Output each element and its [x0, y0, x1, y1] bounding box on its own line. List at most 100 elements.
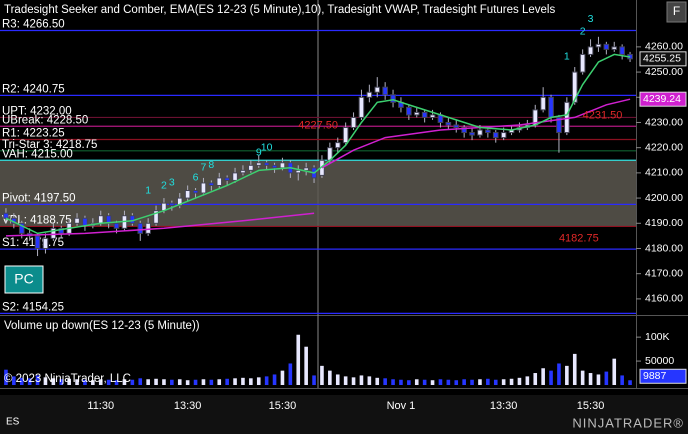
candle-body: [34, 235, 41, 249]
volume-bar: [272, 374, 277, 385]
f-button-box[interactable]: [666, 1, 687, 23]
volume-bar: [288, 363, 293, 385]
level-label: S1: 4179.75: [2, 237, 64, 249]
f-button-label[interactable]: F: [673, 4, 680, 18]
volume-bar: [335, 374, 340, 385]
volume-bar: [122, 379, 127, 385]
candle-body: [595, 43, 602, 48]
signal-count: 8: [208, 159, 214, 171]
candle-body: [485, 129, 491, 134]
volume-bar: [454, 380, 459, 385]
volume-bar: [462, 379, 466, 385]
volume-bar: [557, 363, 561, 385]
candle-body: [279, 162, 286, 169]
signal-count: 9: [256, 146, 262, 158]
volume-bar: [628, 380, 632, 385]
volume-bar: [533, 373, 538, 385]
level-label: R3: 4266.50: [2, 19, 65, 31]
volume-bar: [430, 380, 435, 385]
volume-bar: [217, 379, 222, 385]
candle-body: [137, 222, 144, 234]
y-tick-label: 4160.00: [645, 293, 683, 305]
volume-bar: [391, 379, 395, 385]
level-label: R2: 4240.75: [2, 83, 65, 95]
level-label: Tri-Star 3: 4218.75: [2, 139, 97, 151]
volume-bar: [604, 371, 609, 385]
signal-count: 2: [580, 26, 586, 38]
last-volume-box: [639, 368, 687, 384]
candle-body: [445, 121, 452, 126]
candle-body: [303, 167, 309, 171]
last-volume: 9887: [643, 370, 667, 382]
volume-bar: [225, 378, 229, 385]
volume-bar: [249, 378, 253, 385]
candle-body: [342, 127, 349, 144]
volume-bar: [146, 379, 150, 385]
candle-body: [477, 129, 483, 136]
f-button[interactable]: F: [666, 1, 687, 23]
volume-bar: [91, 380, 95, 385]
candle-body: [153, 210, 159, 224]
level-label: UBreak: 4228.50: [2, 114, 88, 126]
volume-bar: [67, 378, 71, 385]
volume-bar: [493, 379, 498, 385]
price-label: 4182.75: [559, 232, 599, 244]
vwap-value-box: [639, 91, 687, 107]
level-label: UPT: 4232.00: [2, 105, 72, 117]
volume-bar: [549, 370, 553, 385]
volume-bar: [185, 380, 190, 385]
candle-body: [176, 197, 183, 207]
y-tick-label: 4170.00: [645, 267, 683, 279]
volume-bar: [233, 378, 237, 385]
y-tick-label: 4200.00: [645, 192, 683, 204]
volume-bar: [27, 378, 32, 385]
volume-bar: [422, 379, 427, 385]
y-tick-label: 4230.00: [645, 116, 683, 128]
volume-bar: [241, 377, 245, 385]
volume-bar: [154, 378, 158, 385]
footer-bar: [0, 395, 688, 434]
candle-body: [564, 101, 570, 134]
y-tick-label: 4220.00: [645, 141, 683, 153]
volume-bar: [407, 380, 411, 385]
candle-body: [50, 227, 57, 239]
candle-body: [232, 172, 238, 181]
y-tick-label: 4260.00: [645, 41, 683, 53]
volume-bar: [486, 378, 490, 385]
candle-body: [453, 124, 460, 129]
candle-body: [74, 217, 80, 224]
candle-body: [619, 46, 625, 55]
volume-bar: [509, 378, 514, 385]
candle-body: [3, 212, 9, 219]
volume-bar: [83, 379, 87, 385]
candle-body: [421, 111, 428, 118]
price-label: 4227.50: [298, 120, 338, 132]
level-label: R1: 4223.25: [2, 128, 65, 140]
candle-body: [255, 162, 262, 166]
candle-body: [540, 96, 546, 111]
volume-bar: [4, 369, 8, 385]
candle-body: [382, 86, 388, 96]
volume-bar: [359, 375, 364, 385]
volume-bar: [612, 358, 617, 385]
volume-bar: [201, 379, 206, 385]
y-tick-label: 4190.00: [645, 217, 683, 229]
x-tick-label: 13:30: [174, 400, 202, 412]
volume-bar: [256, 377, 261, 385]
volume-bar: [399, 379, 403, 385]
candle-body: [611, 46, 618, 50]
volume-bar: [367, 376, 372, 385]
pc-button[interactable]: PC: [4, 265, 44, 294]
volume-bar: [565, 365, 569, 385]
price-label: 4231.50: [583, 110, 623, 122]
candle-body: [500, 132, 507, 139]
last-price-box: [639, 51, 687, 67]
volume-title: Volume up down(ES 12-23 (5 Minute)): [4, 320, 200, 332]
pc-button-label[interactable]: PC: [14, 271, 33, 287]
candle-body: [18, 222, 25, 234]
pc-button-box[interactable]: [4, 265, 44, 294]
candle-body: [200, 182, 207, 194]
level-label: VAH: 4215.00: [2, 148, 73, 160]
candle-body: [224, 177, 230, 181]
